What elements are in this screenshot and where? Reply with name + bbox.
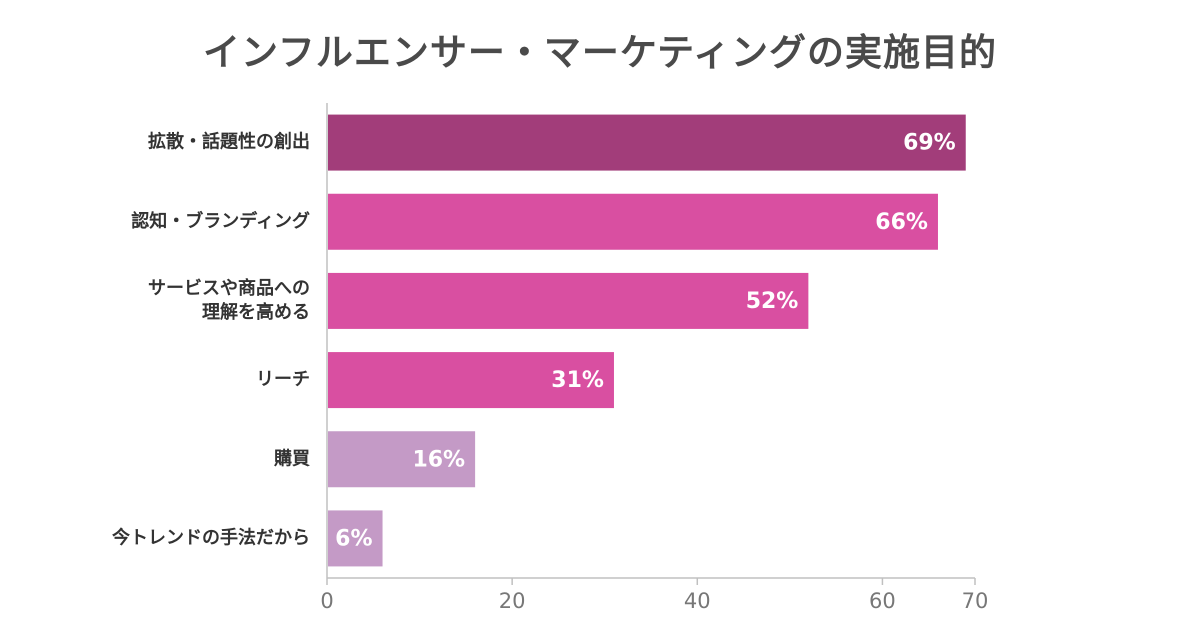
category-label-2-1: 理解を高める	[202, 301, 310, 323]
x-tick-label-3: 60	[869, 589, 896, 613]
category-label-1-0: 認知・ブランディング	[131, 210, 310, 232]
bar-4	[328, 431, 476, 488]
x-tick-label-0: 0	[320, 589, 333, 613]
category-label-4-0: 購買	[273, 447, 310, 469]
value-label-0: 69%	[903, 131, 956, 156]
chart-title: インフルエンサー・マーケティングの実施目的	[203, 31, 997, 74]
value-label-3: 31%	[551, 368, 604, 393]
category-label-3-0: リーチ	[256, 369, 310, 390]
value-label-1: 66%	[875, 210, 928, 235]
category-label-2-0: サービスや商品への	[148, 277, 310, 299]
value-label-4: 16%	[412, 447, 465, 472]
x-tick-label-4: 70	[962, 589, 989, 613]
value-label-2: 52%	[746, 289, 799, 314]
category-label-0-0: 拡散・話題性の創出	[148, 131, 310, 153]
bar-1	[328, 193, 938, 250]
bar-2	[328, 272, 809, 329]
x-tick-label-1: 20	[499, 589, 526, 613]
x-tick-label-2: 40	[684, 589, 711, 613]
bar-5	[328, 510, 383, 567]
bar-3	[328, 352, 614, 409]
value-label-5: 6%	[335, 526, 372, 551]
bar-0	[328, 114, 966, 171]
category-label-5-0: 今トレンドの手法だから	[112, 526, 310, 548]
